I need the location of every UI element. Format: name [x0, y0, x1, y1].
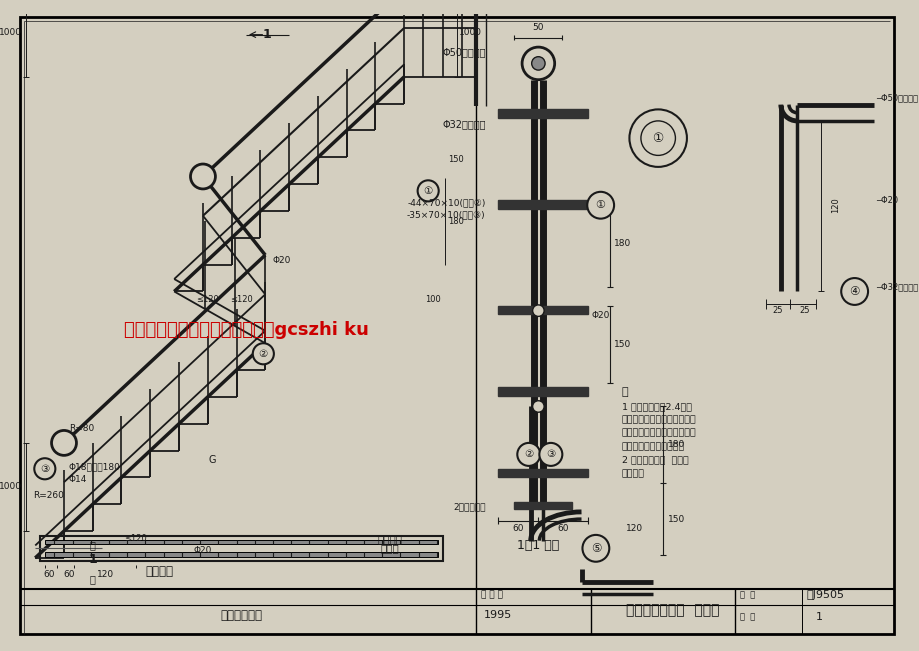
Text: 1: 1 [88, 553, 97, 566]
Circle shape [417, 180, 438, 201]
Text: 25: 25 [799, 306, 809, 315]
Bar [40, 536, 442, 561]
Text: 60: 60 [63, 570, 74, 579]
Text: 25: 25 [772, 306, 782, 315]
Circle shape [532, 305, 543, 316]
Text: ≤120: ≤120 [196, 295, 219, 303]
Text: 120: 120 [96, 570, 114, 579]
Circle shape [253, 343, 274, 365]
Text: 1995: 1995 [483, 611, 512, 620]
Circle shape [34, 458, 55, 479]
Bar [497, 306, 587, 314]
Text: 栏杆平面示例: 栏杆平面示例 [220, 609, 262, 622]
Text: 120: 120 [625, 523, 642, 533]
Text: 180: 180 [613, 239, 630, 248]
Bar [45, 540, 437, 544]
Text: 页  次: 页 次 [739, 613, 754, 622]
Text: 垂直面内，不占平台及梯段宽: 垂直面内，不占平台及梯段宽 [621, 429, 696, 438]
Text: 1000: 1000 [0, 28, 22, 37]
Text: 栏杆立面: 栏杆立面 [146, 565, 174, 578]
Text: 下: 下 [90, 574, 96, 584]
Text: 1: 1 [815, 613, 823, 622]
Text: 1000: 1000 [0, 482, 22, 492]
Text: ≤120: ≤120 [230, 295, 253, 303]
Text: 注: 注 [621, 387, 628, 397]
Text: ①: ① [652, 132, 664, 145]
Text: Φ32钢管立柱: Φ32钢管立柱 [442, 118, 485, 129]
Text: 2厚钢板封底: 2厚钢板封底 [453, 503, 485, 512]
Text: 180: 180 [448, 217, 464, 226]
Text: 苏J9505: 苏J9505 [806, 590, 844, 600]
Text: ─Φ50钢管扶手: ─Φ50钢管扶手 [875, 93, 917, 102]
Text: 1 本栏杆适用于2.4米开: 1 本栏杆适用于2.4米开 [621, 402, 691, 411]
Text: ④: ④ [848, 285, 859, 298]
Text: ─Φ20: ─Φ20 [875, 196, 897, 205]
Circle shape [532, 401, 543, 412]
Text: -35×70×10(用于③): -35×70×10(用于③) [406, 210, 485, 219]
Circle shape [521, 47, 554, 79]
Text: Φ18钢管长180: Φ18钢管长180 [69, 462, 120, 471]
Bar [497, 201, 587, 209]
Text: 150: 150 [613, 340, 630, 349]
Bar [497, 469, 587, 477]
Text: 上: 上 [90, 540, 96, 551]
Circle shape [582, 535, 608, 562]
Text: Φ50钢管扶手: Φ50钢管扶手 [442, 47, 485, 57]
Bar [497, 387, 587, 396]
Bar [514, 503, 572, 509]
Text: Φ14: Φ14 [69, 475, 87, 484]
Text: 60: 60 [557, 523, 569, 533]
Text: Φ20: Φ20 [590, 311, 608, 320]
Circle shape [629, 109, 686, 167]
Text: 1－1 剖面: 1－1 剖面 [516, 539, 559, 552]
Text: 1: 1 [263, 28, 271, 41]
Circle shape [516, 443, 539, 466]
Text: ②: ② [258, 349, 267, 359]
Circle shape [190, 164, 215, 189]
Text: ③: ③ [546, 449, 555, 460]
Text: 1000: 1000 [459, 28, 482, 37]
Text: 50: 50 [532, 23, 543, 32]
Bar [497, 109, 587, 118]
Text: 顶层水平: 顶层水平 [377, 534, 402, 544]
Text: ≤120: ≤120 [124, 534, 147, 543]
Text: ③: ③ [40, 464, 50, 474]
Text: Φ20: Φ20 [273, 256, 291, 266]
Text: R=260: R=260 [33, 491, 64, 500]
Circle shape [531, 57, 544, 70]
Text: R=80: R=80 [69, 424, 94, 433]
Text: ①: ① [595, 201, 605, 210]
Text: ②: ② [524, 449, 533, 460]
Text: 编  号: 编 号 [739, 590, 754, 600]
Text: 通 用 图: 通 用 图 [481, 590, 502, 600]
Text: 60: 60 [44, 570, 55, 579]
Text: 100: 100 [425, 295, 440, 303]
Text: 更多精品资源关注微信公众号：gcszhi ku: 更多精品资源关注微信公众号：gcszhi ku [123, 321, 369, 339]
Text: 150: 150 [448, 155, 463, 164]
Text: 小开间楼梯栏杆  （一）: 小开间楼梯栏杆 （一） [625, 603, 719, 618]
Circle shape [586, 192, 613, 219]
Text: 180: 180 [667, 440, 685, 449]
Text: 120: 120 [830, 197, 839, 213]
Bar [45, 552, 437, 557]
Circle shape [840, 278, 868, 305]
Text: 段栏杆: 段栏杆 [380, 544, 399, 553]
Text: 设计人定: 设计人定 [621, 469, 644, 478]
Circle shape [51, 430, 76, 455]
Text: 度，以增加楼梯有效宽度: 度，以增加楼梯有效宽度 [621, 442, 685, 451]
Text: ─Φ32钢管立柱: ─Φ32钢管立柱 [875, 282, 917, 291]
Text: 间住宅楼梯，各层栏杆在同一: 间住宅楼梯，各层栏杆在同一 [621, 415, 696, 424]
Text: G: G [209, 455, 216, 465]
Text: ①: ① [423, 186, 432, 196]
Text: 150: 150 [667, 515, 685, 524]
Text: Φ20: Φ20 [194, 546, 212, 555]
Text: 60: 60 [512, 523, 524, 533]
Circle shape [539, 443, 562, 466]
Text: -44×70×10(用于②): -44×70×10(用于②) [407, 199, 485, 208]
Text: ⑤: ⑤ [590, 542, 600, 555]
Text: 2 栏杆油漆品种  颜色由: 2 栏杆油漆品种 颜色由 [621, 456, 687, 465]
